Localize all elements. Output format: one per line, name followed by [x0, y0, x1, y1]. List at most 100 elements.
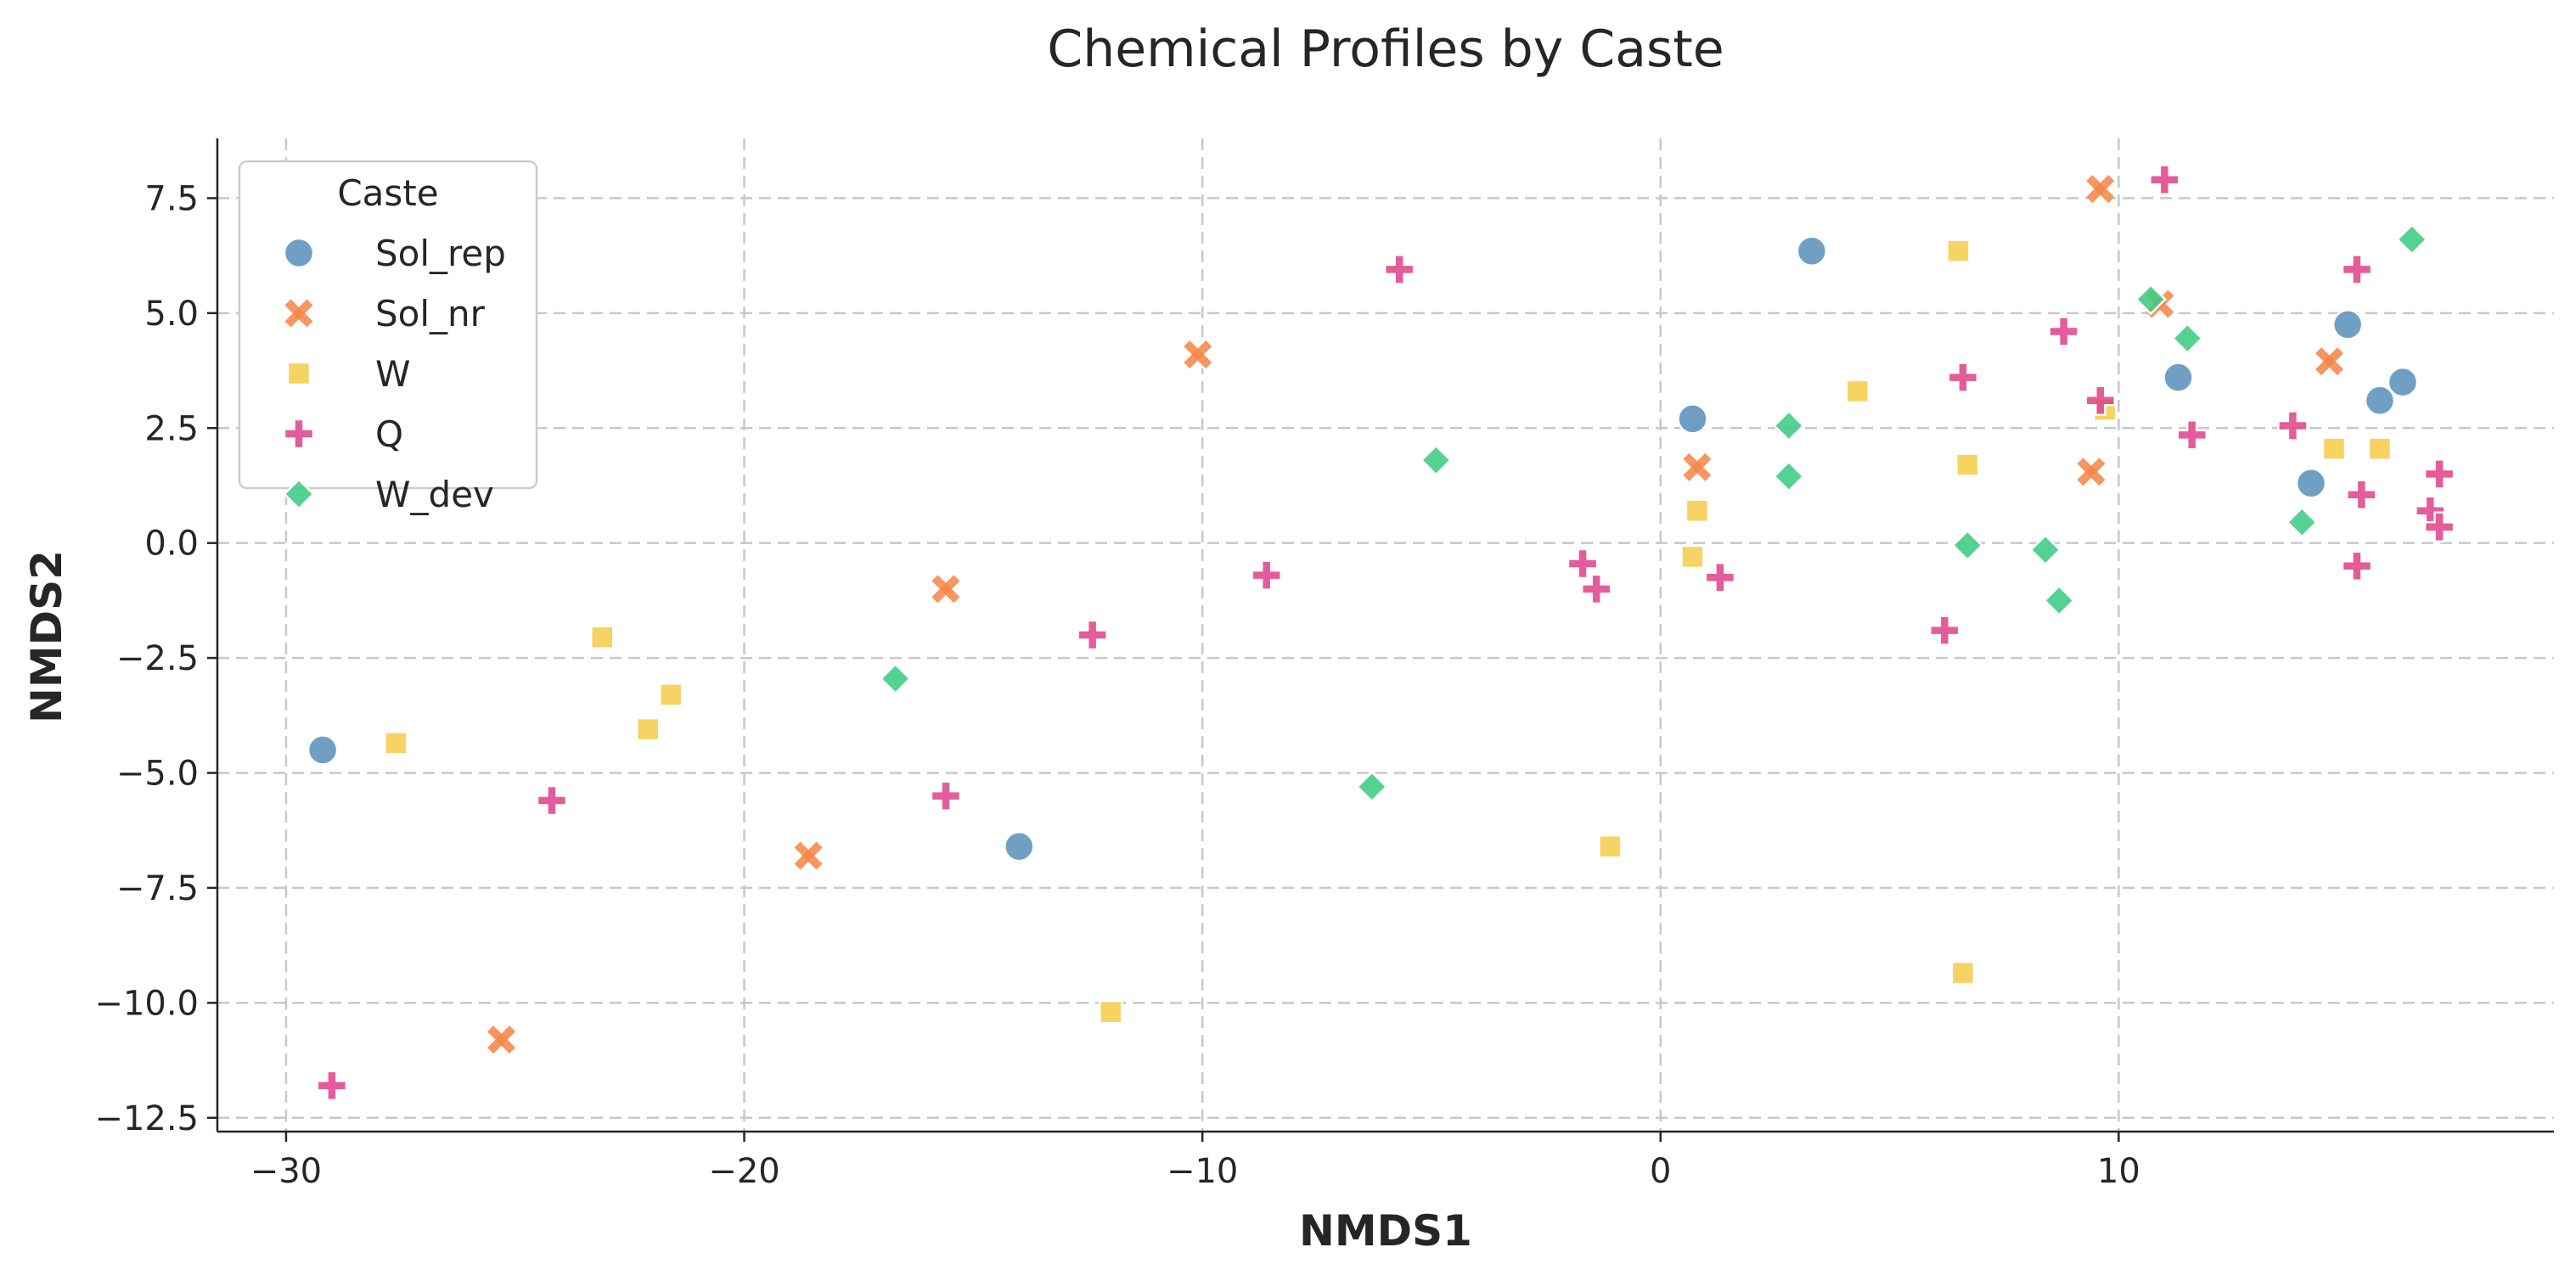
data-point [1773, 409, 1805, 442]
data-point [1077, 619, 1108, 651]
data-point [879, 662, 912, 695]
data-point [2423, 458, 2455, 490]
legend-box [238, 160, 538, 490]
data-point [2387, 366, 2419, 398]
data-point [2341, 254, 2373, 285]
marker-shape [283, 478, 315, 510]
marker-shape [2163, 362, 2194, 393]
legend-marker [283, 297, 315, 329]
marker-shape [1566, 548, 1599, 580]
marker-shape [2277, 410, 2309, 441]
data-point [1098, 999, 1123, 1025]
data-point [486, 1024, 517, 1055]
marker-shape [1946, 239, 1971, 263]
marker-shape [1420, 444, 1453, 476]
marker-shape [1580, 573, 1612, 605]
data-point [1004, 830, 1035, 862]
marker-shape [1004, 830, 1035, 862]
marker-shape [879, 662, 912, 695]
marker-shape [1947, 362, 1979, 393]
data-point [590, 625, 615, 649]
data-point [2314, 346, 2345, 378]
marker-shape [930, 780, 962, 812]
marker-shape [316, 1070, 348, 1102]
data-point [2176, 419, 2208, 451]
marker-shape [384, 731, 408, 756]
marker-shape [1680, 544, 1705, 570]
marker-shape [1383, 254, 1415, 285]
y-tick-label: 7.5 [144, 179, 199, 218]
series-sol-nr [486, 173, 2345, 1055]
marker-shape [2043, 584, 2075, 617]
grid-lines [217, 138, 2554, 1132]
data-point [2029, 534, 2061, 566]
legend-item-sol-rep: Sol_rep [283, 233, 506, 274]
data-point [1950, 960, 1976, 986]
data-point [1383, 254, 1415, 285]
marker-shape [2364, 385, 2396, 416]
data-point [658, 683, 683, 707]
marker-shape [2341, 550, 2373, 582]
x-tick-label: −20 [708, 1152, 779, 1191]
marker-shape [658, 683, 683, 707]
x-tick-label: −30 [250, 1152, 322, 1191]
legend-item-w-dev: W_dev [283, 474, 494, 515]
y-tick-label: 2.5 [144, 409, 199, 448]
marker-shape [286, 361, 312, 386]
marker-shape [1950, 960, 1976, 986]
y-tick-label: 0.0 [144, 525, 199, 564]
marker-shape [2048, 316, 2079, 347]
marker-shape [1677, 403, 1708, 435]
legend-item-sol-nr: Sol_nr [283, 293, 486, 334]
data-point [307, 734, 339, 766]
marker-shape [2134, 283, 2167, 316]
data-point [1929, 615, 1960, 646]
marker-shape [1098, 999, 1123, 1025]
marker-shape [283, 237, 315, 269]
data-point [1955, 452, 1980, 477]
x-tick-label: −10 [1167, 1152, 1238, 1191]
marker-shape [2084, 385, 2117, 416]
marker-shape [1955, 452, 1980, 477]
data-point [2295, 468, 2327, 499]
data-point [2321, 436, 2347, 461]
data-point [536, 784, 568, 817]
legend-label: Sol_nr [375, 293, 486, 334]
data-point [1704, 562, 1736, 593]
data-point [1182, 339, 1214, 370]
marker-shape [283, 418, 315, 450]
data-point [316, 1070, 348, 1102]
data-point [2043, 584, 2075, 617]
marker-shape [2315, 347, 2344, 376]
data-point [2423, 511, 2455, 542]
marker-shape [1773, 460, 1805, 492]
marker-shape [2171, 322, 2204, 355]
marker-shape [635, 716, 661, 742]
data-points [307, 164, 2455, 1102]
x-tick-label: 10 [2097, 1152, 2140, 1191]
data-point [1681, 451, 1713, 483]
marker-shape [1683, 452, 1712, 481]
x-axis-ticks: −30 −20 −10 0 10 [250, 1132, 2140, 1191]
marker-shape [1845, 379, 1870, 404]
data-point [2277, 410, 2309, 441]
data-point [1951, 529, 1984, 562]
legend-label: Sol_rep [375, 233, 506, 274]
data-point [384, 731, 408, 756]
data-point [930, 780, 962, 812]
y-tick-label: −7.5 [116, 869, 199, 908]
data-point [1946, 239, 1971, 263]
chart-title: Chemical Profiles by Caste [1047, 20, 1724, 79]
marker-shape [284, 299, 313, 328]
marker-shape [1773, 409, 1805, 442]
data-point [635, 716, 661, 742]
marker-shape [1796, 235, 1828, 267]
marker-shape [487, 1025, 516, 1054]
marker-shape [2295, 468, 2327, 499]
marker-shape [2086, 175, 2115, 204]
y-tick-label: −12.5 [94, 1099, 199, 1138]
marker-shape [2341, 254, 2373, 285]
marker-shape [2423, 511, 2455, 542]
marker-shape [2395, 223, 2428, 256]
data-point [2346, 479, 2377, 511]
